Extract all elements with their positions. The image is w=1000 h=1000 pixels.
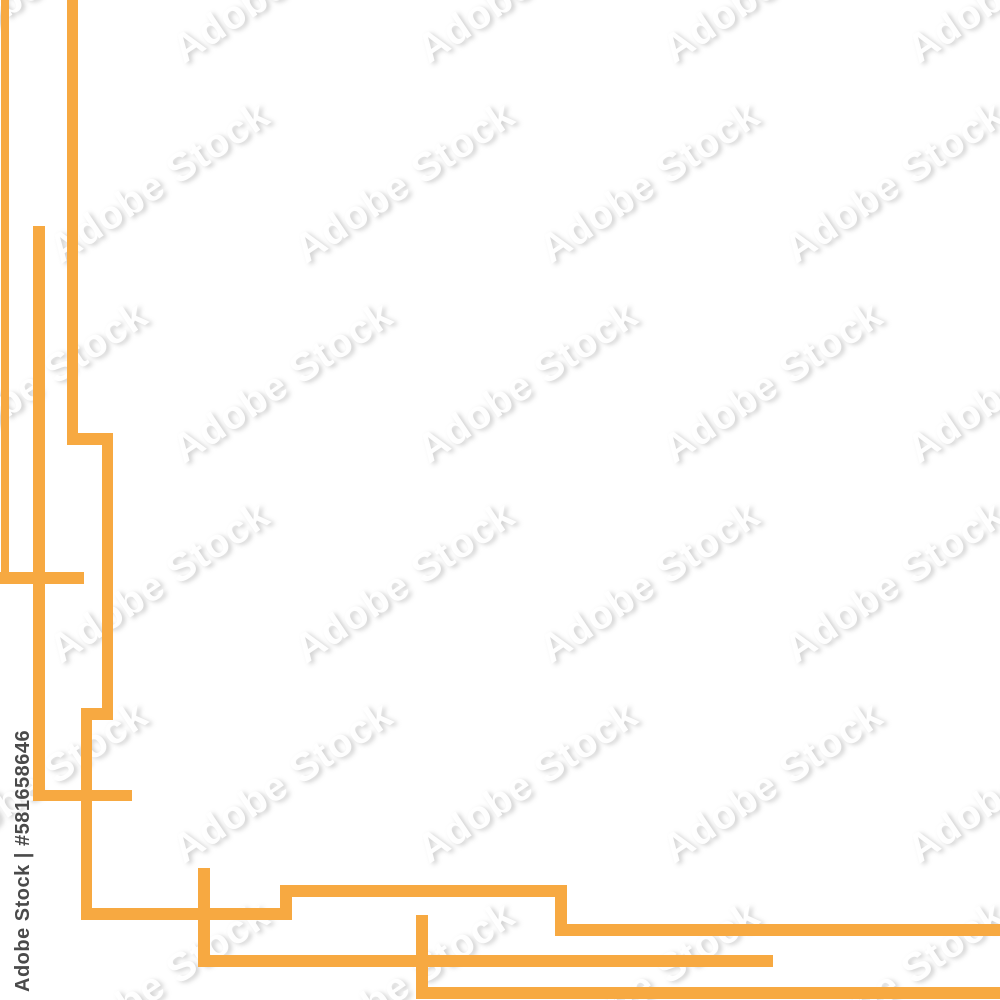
border-segment-main-mid-vertical [102, 433, 113, 720]
border-segment-outer-bottom-tick [416, 915, 428, 999]
border-segment-main-bottom-horizontal [555, 924, 1000, 936]
watermark-label: Adobe Stock | #581658646 [12, 729, 34, 992]
border-segment-inner-left-vertical [33, 226, 45, 801]
border-segment-outer-left-vertical [1, 0, 9, 584]
border-segment-main-top-vertical [67, 0, 78, 445]
border-segment-outer-bottom-horizontal [416, 987, 1000, 999]
border-segment-main-step-right [67, 433, 113, 445]
border-segment-main-lower-vertical [81, 708, 92, 920]
border-segment-main-step-down [555, 885, 567, 936]
border-segment-inner-bottom-horizontal [198, 955, 773, 967]
border-segment-inner-bottom-tick [198, 868, 210, 967]
border-segment-main-corner-horizontal [81, 908, 292, 920]
border-segment-main-upper-horizontal [280, 885, 567, 897]
